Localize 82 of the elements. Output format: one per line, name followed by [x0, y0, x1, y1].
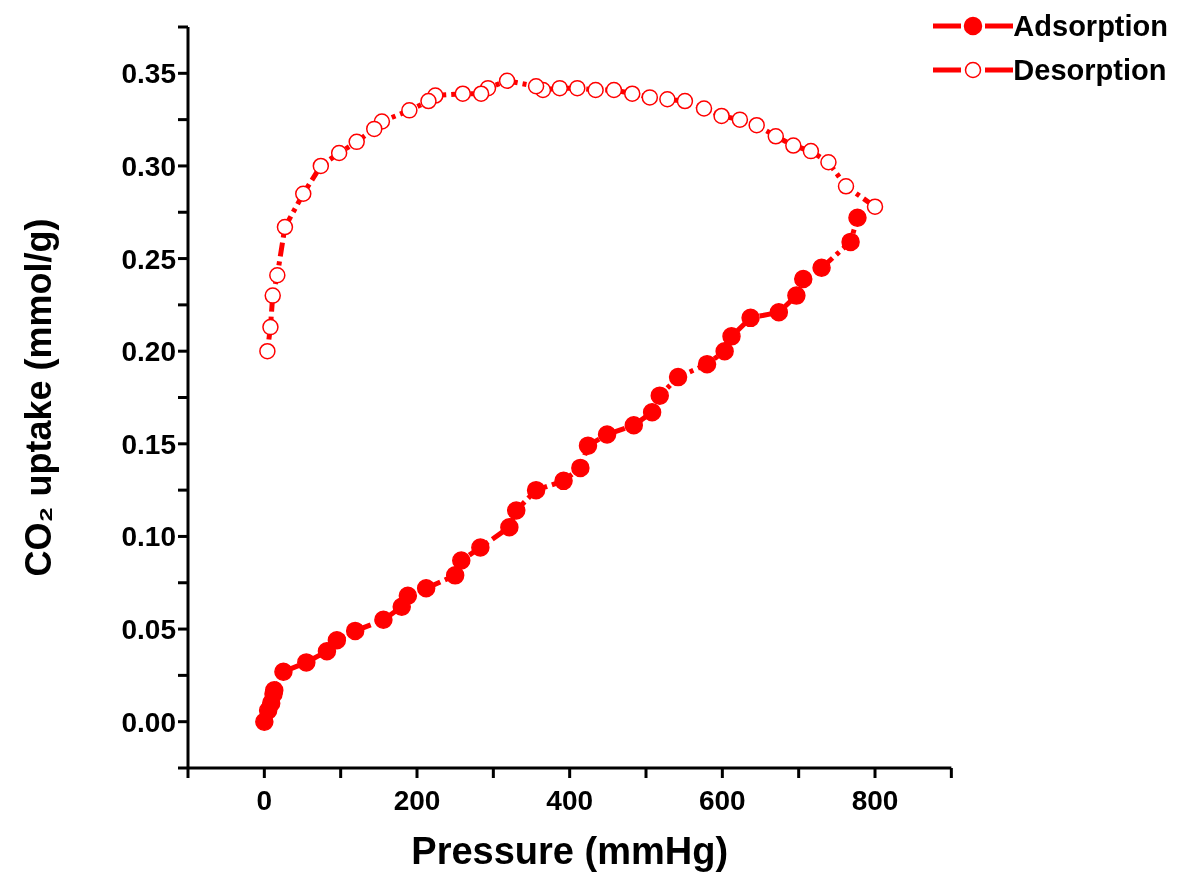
point — [420, 92, 437, 110]
point — [401, 102, 418, 119]
y-tick-label: 0.35 — [121, 58, 176, 90]
y-tick-label: 0.05 — [121, 614, 176, 645]
y-tick-label: 0.25 — [121, 243, 176, 275]
point — [769, 303, 789, 322]
y-tick-label: 0.10 — [121, 521, 176, 553]
point — [297, 653, 316, 672]
point — [722, 327, 741, 346]
point — [713, 107, 730, 125]
point — [787, 286, 806, 305]
point — [506, 501, 526, 520]
point — [551, 79, 568, 97]
point — [650, 386, 669, 405]
point — [345, 621, 365, 641]
point — [624, 416, 644, 435]
point — [526, 480, 546, 500]
point — [471, 538, 490, 557]
point — [416, 579, 436, 598]
y-tick-label: 0.30 — [121, 150, 176, 182]
point — [697, 354, 717, 374]
point — [398, 586, 418, 605]
point — [264, 287, 281, 304]
point — [866, 198, 884, 215]
point — [812, 258, 831, 278]
point — [472, 85, 490, 102]
point — [554, 471, 573, 491]
point — [445, 566, 465, 585]
point — [605, 81, 623, 99]
point — [452, 551, 471, 570]
point — [527, 78, 545, 95]
x-tick-label: 200 — [393, 785, 441, 816]
y-axis-title: CO₂ uptake (mmol/g) — [17, 218, 59, 577]
point — [659, 91, 676, 108]
point — [695, 100, 713, 117]
y-tick-label: 0.20 — [121, 336, 176, 368]
point — [587, 81, 604, 99]
point — [668, 367, 688, 387]
point — [741, 308, 760, 328]
point — [767, 128, 785, 145]
point — [848, 208, 867, 228]
point — [500, 517, 519, 537]
point — [262, 318, 279, 336]
point — [276, 218, 294, 236]
point — [312, 157, 330, 175]
x-tick-label: 400 — [546, 785, 594, 816]
point — [624, 85, 641, 102]
point — [259, 342, 276, 360]
point — [802, 142, 820, 160]
point — [820, 153, 837, 171]
x-tick-label: 600 — [698, 785, 746, 816]
x-axis-title: Pressure (mmHg) — [411, 830, 729, 872]
y-tick-label: 0.00 — [121, 706, 176, 738]
point — [794, 269, 813, 289]
point — [676, 92, 694, 110]
point — [374, 610, 393, 630]
point — [837, 178, 855, 195]
point — [571, 458, 590, 478]
point — [715, 341, 734, 361]
point — [454, 85, 472, 102]
point — [295, 185, 312, 202]
point — [348, 133, 365, 151]
point — [641, 89, 659, 106]
point — [274, 662, 293, 681]
point — [269, 266, 286, 284]
x-tick-label: 800 — [851, 785, 899, 816]
point — [498, 72, 516, 89]
point — [366, 120, 383, 138]
point — [597, 425, 617, 444]
point — [327, 630, 347, 650]
x-tick-label: 0 — [256, 785, 273, 816]
point — [841, 232, 860, 252]
point — [330, 144, 348, 162]
point — [748, 116, 765, 134]
point — [785, 137, 802, 154]
legend-label: Adsorption — [1013, 9, 1168, 43]
point — [569, 79, 586, 97]
legend-label: Desorption — [1013, 53, 1167, 87]
point — [642, 403, 662, 422]
point — [578, 436, 598, 455]
y-tick-label: 0.15 — [121, 428, 176, 460]
point — [731, 111, 749, 128]
